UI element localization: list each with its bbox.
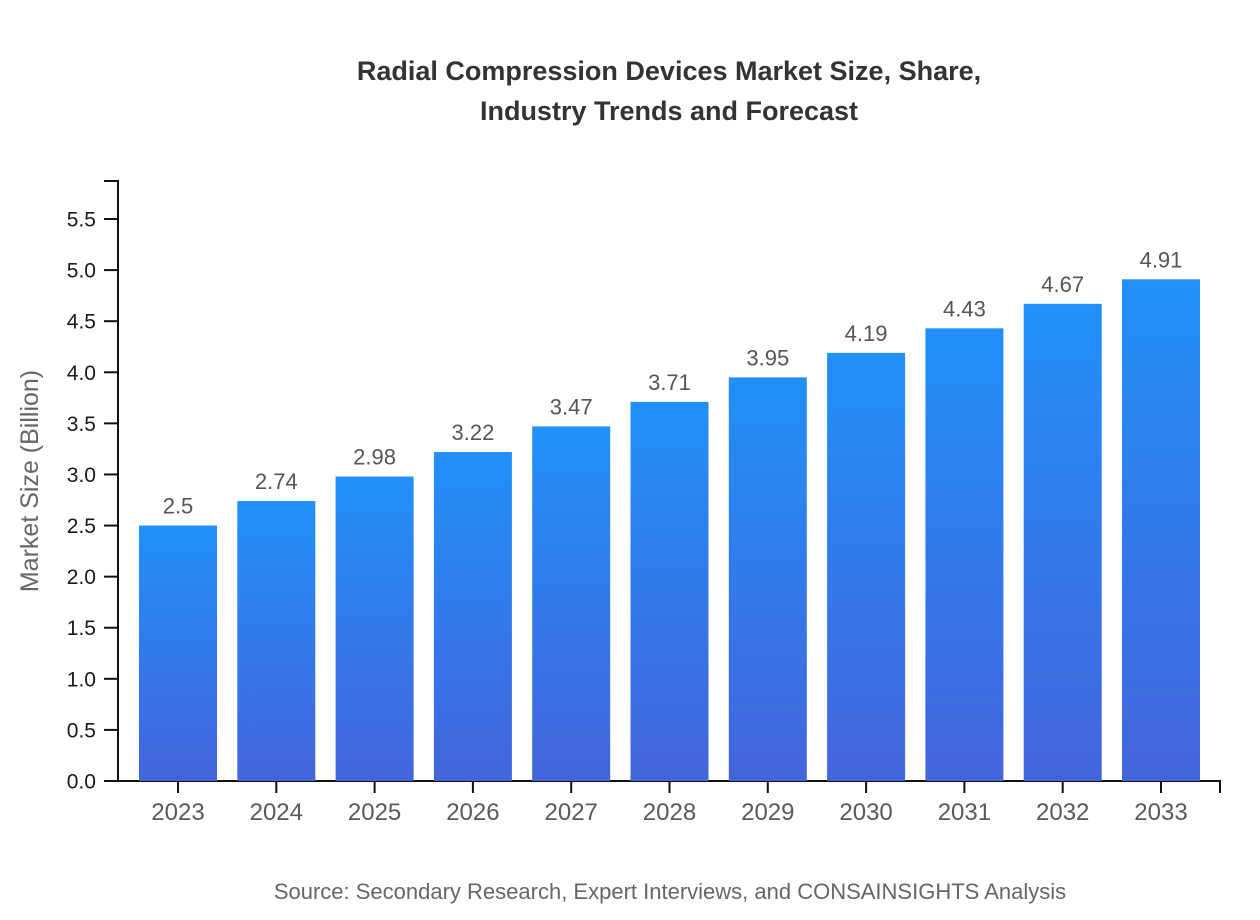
bar-value-label: 3.95 <box>746 345 789 370</box>
bar-2032 <box>1023 303 1102 781</box>
source-note: Source: Secondary Research, Expert Inter… <box>274 879 1066 904</box>
y-tick-label: 0.5 <box>67 719 96 742</box>
x-tick-label: 2024 <box>250 799 303 826</box>
y-tick-label: 3.0 <box>67 464 96 487</box>
bar-value-label: 4.91 <box>1140 247 1183 272</box>
x-tick-label: 2029 <box>741 799 794 826</box>
y-tick-label: 1.5 <box>67 617 96 640</box>
bar-2027 <box>532 426 611 781</box>
bar-2031 <box>925 328 1004 781</box>
bar-value-label: 3.22 <box>451 420 494 445</box>
bar-value-label: 2.5 <box>163 494 194 519</box>
bar-2026 <box>433 451 512 781</box>
y-tick-label: 4.0 <box>67 362 96 385</box>
y-tick-label: 0.0 <box>67 771 96 794</box>
x-tick-label: 2031 <box>938 799 991 826</box>
bar-value-label: 3.47 <box>550 394 593 419</box>
bar-2025 <box>335 476 414 781</box>
bar-value-label: 4.43 <box>943 296 986 321</box>
y-axis-title: Market Size (Billion) <box>16 370 44 592</box>
bar-value-label: 4.67 <box>1041 272 1084 297</box>
x-tick-label: 2030 <box>839 799 892 826</box>
bar-value-label: 4.19 <box>845 321 888 346</box>
chart-title-line1: Radial Compression Devices Market Size, … <box>357 56 981 86</box>
y-tick-label: 5.5 <box>67 209 96 232</box>
bar-value-label: 2.98 <box>353 445 396 470</box>
bar-2023 <box>139 525 217 781</box>
y-tick-label: 5.0 <box>67 260 96 283</box>
x-tick-label: 2023 <box>151 799 204 826</box>
x-tick-label: 2028 <box>643 799 696 826</box>
plot-area: 0.0 0.5 1.0 1.5 2.0 2.5 3.0 3.5 4.0 4.5 5.0 5.5 2.5 2… <box>67 209 1200 826</box>
x-tick-label: 2032 <box>1036 799 1089 826</box>
bar-value-label: 2.74 <box>255 469 298 494</box>
bar-2024 <box>237 501 316 781</box>
bar-2030 <box>827 352 906 781</box>
bar-2033 <box>1122 279 1200 781</box>
x-tick-label: 2027 <box>545 799 598 826</box>
y-tick-label: 3.5 <box>67 413 96 436</box>
chart-title-line2: Industry Trends and Forecast <box>480 96 858 126</box>
bar-2028 <box>630 401 709 781</box>
x-tick-label: 2033 <box>1134 799 1187 826</box>
y-tick-label: 2.5 <box>67 515 96 538</box>
y-tick-label: 1.0 <box>67 668 96 691</box>
bar-2029 <box>728 377 807 781</box>
bar-value-label: 3.71 <box>648 370 691 395</box>
y-tick-label: 2.0 <box>67 566 96 589</box>
y-tick-label: 4.5 <box>67 311 96 334</box>
x-tick-label: 2025 <box>348 799 401 826</box>
x-tick-label: 2026 <box>446 799 499 826</box>
